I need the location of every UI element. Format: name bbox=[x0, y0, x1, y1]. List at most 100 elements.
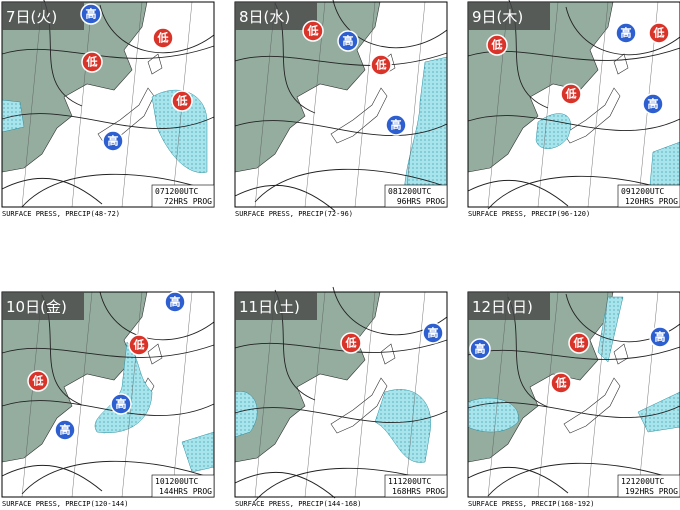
pressure-marker bbox=[642, 93, 664, 115]
date-box bbox=[235, 292, 317, 320]
caption: SURFACE PRESS, PRECIP(72-96) bbox=[235, 210, 353, 218]
pressure-label: 高 bbox=[391, 118, 402, 132]
isobar bbox=[1, 177, 103, 205]
pressure-label: 高 bbox=[86, 7, 97, 21]
pressure-label: 低 bbox=[573, 336, 585, 350]
precip-area bbox=[637, 391, 680, 433]
stamp-time: 111200UTC bbox=[388, 477, 432, 486]
caption: SURFACE PRESS, PRECIP(120-144) bbox=[2, 500, 128, 508]
graticule bbox=[254, 1, 276, 208]
date-label: 9日(木) bbox=[472, 8, 523, 26]
graticule bbox=[487, 1, 509, 208]
date-label: 8日(水) bbox=[239, 8, 290, 26]
isobar bbox=[467, 402, 680, 419]
caption: SURFACE PRESS, PRECIP(168-192) bbox=[468, 500, 594, 508]
graticule bbox=[537, 1, 559, 208]
pressure-marker bbox=[560, 83, 582, 105]
pressure-label: 高 bbox=[475, 342, 486, 356]
graticule bbox=[121, 291, 143, 498]
pressure-label: 高 bbox=[648, 97, 659, 111]
caption: SURFACE PRESS, PRECIP(96-120) bbox=[468, 210, 590, 218]
stamp-box bbox=[151, 474, 215, 498]
pressure-label: 高 bbox=[428, 326, 439, 340]
stamp-box bbox=[384, 474, 448, 498]
isobar bbox=[99, 4, 215, 54]
date-box bbox=[468, 292, 550, 320]
pressure-marker bbox=[54, 419, 76, 441]
graticule bbox=[304, 291, 326, 498]
stamp-box bbox=[617, 474, 680, 498]
panel-frame bbox=[1, 1, 215, 208]
pressure-label: 低 bbox=[653, 26, 665, 40]
pressure-marker bbox=[568, 332, 590, 354]
precip-area bbox=[597, 296, 624, 363]
isobar bbox=[1, 113, 215, 130]
pressure-label: 高 bbox=[170, 295, 181, 309]
isobar bbox=[487, 462, 680, 497]
graticule bbox=[21, 291, 43, 498]
pressure-marker bbox=[649, 326, 671, 348]
date-box bbox=[468, 2, 550, 30]
pressure-marker bbox=[486, 34, 508, 56]
date-label: 11日(土) bbox=[239, 298, 300, 316]
pressure-marker bbox=[102, 130, 124, 152]
isobar bbox=[234, 339, 448, 353]
isobar bbox=[467, 179, 569, 207]
stamp-prog: 192HRS PROG bbox=[625, 487, 678, 496]
caption: SURFACE PRESS, PRECIP(144-168) bbox=[235, 500, 361, 508]
pressure-label: 低 bbox=[565, 87, 577, 101]
pressure-label: 高 bbox=[343, 34, 354, 48]
isobar bbox=[332, 0, 448, 49]
graticule bbox=[587, 291, 609, 498]
graticule bbox=[121, 1, 143, 208]
pressure-marker bbox=[337, 30, 359, 52]
pressure-label: 低 bbox=[555, 376, 567, 390]
panel-frame bbox=[467, 1, 680, 208]
panel-frame bbox=[234, 1, 448, 208]
date-label: 12日(日) bbox=[472, 298, 533, 316]
stamp-time: 121200UTC bbox=[621, 477, 665, 486]
stamp-time: 081200UTC bbox=[388, 187, 432, 196]
pressure-label: 低 bbox=[176, 94, 188, 108]
pressure-label: 高 bbox=[108, 134, 119, 148]
pressure-label: 低 bbox=[345, 336, 357, 350]
precip-area bbox=[374, 389, 432, 463]
isobar bbox=[234, 471, 336, 499]
graticule bbox=[637, 291, 659, 498]
date-box bbox=[2, 292, 84, 320]
graticule bbox=[537, 291, 559, 498]
isobar bbox=[467, 466, 569, 494]
isobar bbox=[467, 115, 680, 132]
isobar bbox=[565, 6, 680, 56]
graticule bbox=[71, 291, 93, 498]
isobar bbox=[234, 120, 448, 137]
isobar bbox=[234, 407, 448, 424]
pressure-label: 低 bbox=[86, 55, 98, 69]
stamp-time: 091200UTC bbox=[621, 187, 665, 196]
pressure-label: 低 bbox=[32, 374, 44, 388]
pressure-label: 高 bbox=[60, 423, 71, 437]
pressure-marker bbox=[27, 370, 49, 392]
pressure-label: 高 bbox=[116, 397, 127, 411]
stamp-box bbox=[617, 184, 680, 208]
pressure-label: 低 bbox=[157, 31, 169, 45]
pressure-label: 低 bbox=[375, 58, 387, 72]
stamp-prog: 96HRS PROG bbox=[397, 197, 445, 206]
pressure-marker bbox=[164, 291, 186, 313]
date-box bbox=[2, 2, 84, 30]
pressure-marker bbox=[385, 114, 407, 136]
stamp-prog: 168HRS PROG bbox=[392, 487, 445, 496]
isobar bbox=[21, 173, 215, 208]
pressure-label: 高 bbox=[655, 330, 666, 344]
date-box bbox=[235, 2, 317, 30]
stamp-prog: 144HRS PROG bbox=[159, 487, 212, 496]
date-label: 7日(火) bbox=[6, 8, 57, 26]
panel-frame bbox=[1, 291, 215, 498]
graticule bbox=[404, 1, 426, 208]
stamp-time: 101200UTC bbox=[155, 477, 199, 486]
stamp-time: 071200UTC bbox=[155, 187, 199, 196]
pressure-marker bbox=[340, 332, 362, 354]
